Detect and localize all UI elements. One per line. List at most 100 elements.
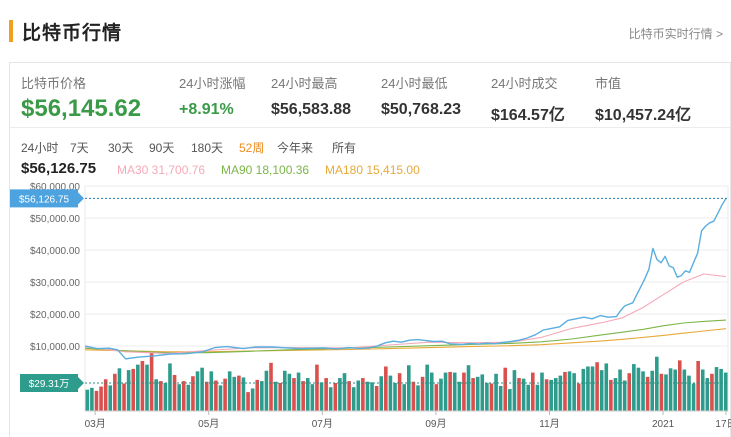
volume-bar xyxy=(485,382,489,411)
stat-high-label: 24小时最高 xyxy=(271,76,338,91)
volume-bar xyxy=(158,381,163,411)
volume-badge xyxy=(20,374,78,392)
volume-bar xyxy=(581,368,586,411)
volume-bar xyxy=(140,360,145,411)
volume-bar xyxy=(448,371,452,411)
x-tick-label: 11月 xyxy=(539,418,559,430)
volume-bar xyxy=(521,378,526,411)
volume-bar xyxy=(195,371,200,411)
volume-bar xyxy=(131,368,136,411)
y-tick-label: $10,000.00 xyxy=(30,342,80,353)
volume-bar xyxy=(338,378,342,411)
volume-bar xyxy=(379,376,384,411)
tab-52w[interactable]: 52周 xyxy=(239,141,265,155)
tab-ytd[interactable]: 今年来 xyxy=(277,141,314,155)
volume-bar xyxy=(361,378,365,411)
volume-bar xyxy=(333,382,338,411)
volume-bar xyxy=(269,362,273,411)
volume-bar xyxy=(108,385,113,411)
volume-bar xyxy=(434,384,439,411)
stat-high: 24小时最高 $56,583.88 xyxy=(271,73,351,119)
volume-bar xyxy=(319,382,324,411)
volume-bar xyxy=(246,392,250,411)
tab-30d[interactable]: 30天 xyxy=(108,141,134,155)
volume-bar xyxy=(103,379,108,411)
volume-bar xyxy=(632,364,636,411)
volume-bar xyxy=(540,372,544,411)
volume-bar xyxy=(618,369,622,411)
volume-bar xyxy=(452,372,457,411)
volume-bar xyxy=(567,371,572,411)
volume-bar xyxy=(599,370,604,411)
price-badge-arrow xyxy=(78,192,84,205)
price-badge xyxy=(10,189,78,208)
volume-bar xyxy=(480,374,485,411)
volume-bar xyxy=(595,362,599,411)
volume-bar xyxy=(237,375,241,411)
volume-bar xyxy=(714,367,719,411)
volume-bars xyxy=(85,351,728,411)
volume-bar xyxy=(273,381,278,411)
y-tick-label: $20,000.00 xyxy=(30,310,80,321)
stat-high-value: $56,583.88 xyxy=(271,101,352,118)
volume-bar xyxy=(186,384,191,411)
tab-7d[interactable]: 7天 xyxy=(70,141,89,155)
volume-bar xyxy=(429,372,434,411)
volume-bar xyxy=(420,376,425,411)
volume-bar xyxy=(613,378,618,411)
volume-bar xyxy=(351,387,356,411)
tab-24h[interactable]: 24小时 xyxy=(21,141,59,155)
volume-bar xyxy=(154,379,158,411)
tab-90d[interactable]: 90天 xyxy=(149,141,175,155)
volume-bar xyxy=(503,367,508,411)
volume-bar xyxy=(218,385,223,411)
volume-bar xyxy=(655,356,659,411)
ma30-label: MA30 31,700.76 xyxy=(117,163,206,177)
market-panel: 比特币价格 $56,145.62 24小时涨幅 +8.91% 24小时最高 $5… xyxy=(9,62,731,437)
volume-bar xyxy=(136,364,140,411)
volume-bar xyxy=(204,381,209,411)
volume-bar xyxy=(85,389,90,411)
volume-bar xyxy=(191,376,195,411)
volume-bar xyxy=(677,360,682,411)
volume-bar xyxy=(241,377,246,411)
ma180-line xyxy=(84,328,727,353)
volume-bar xyxy=(553,378,558,411)
volume-bar xyxy=(365,381,370,411)
volume-bar xyxy=(700,369,705,411)
volume-bar xyxy=(558,375,563,411)
realtime-quotes-link[interactable]: 比特币实时行情 > xyxy=(628,27,723,41)
volume-bar xyxy=(90,387,94,411)
y-tick-label: $40,000.00 xyxy=(30,246,80,257)
volume-bar xyxy=(411,381,416,411)
volume-bar xyxy=(572,373,576,411)
x-tick-label: 05月 xyxy=(198,418,219,430)
volume-badge-arrow xyxy=(78,377,84,389)
stat-low-value: $50,768.23 xyxy=(381,101,462,118)
volume-bar xyxy=(209,371,214,411)
ma30-line xyxy=(84,273,727,354)
volume-bar xyxy=(328,387,333,411)
volume-bar xyxy=(604,363,609,411)
y-tick-label: $30,000.00 xyxy=(30,278,80,289)
volume-bar xyxy=(149,351,154,411)
volume-bar xyxy=(264,370,269,411)
volume-bar xyxy=(177,384,181,411)
volume-bar xyxy=(99,386,103,411)
volume-bar xyxy=(517,378,521,411)
volume-bar xyxy=(117,368,122,411)
tab-180d[interactable]: 180天 xyxy=(191,141,224,155)
volume-bar xyxy=(650,370,655,411)
volume-bar xyxy=(457,381,462,411)
x-tick-label: 09月 xyxy=(425,418,446,430)
volume-bar xyxy=(439,378,443,411)
volume-bar xyxy=(168,363,172,411)
page-header: 比特币行情 比特币实时行情 > xyxy=(0,0,731,62)
tab-all[interactable]: 所有 xyxy=(332,141,357,155)
stat-price-label: 比特币价格 xyxy=(21,76,87,91)
x-tick-label: 03月 xyxy=(85,418,106,430)
volume-bar xyxy=(687,375,691,411)
volume-bar xyxy=(475,376,480,411)
volume-bar xyxy=(498,385,503,411)
